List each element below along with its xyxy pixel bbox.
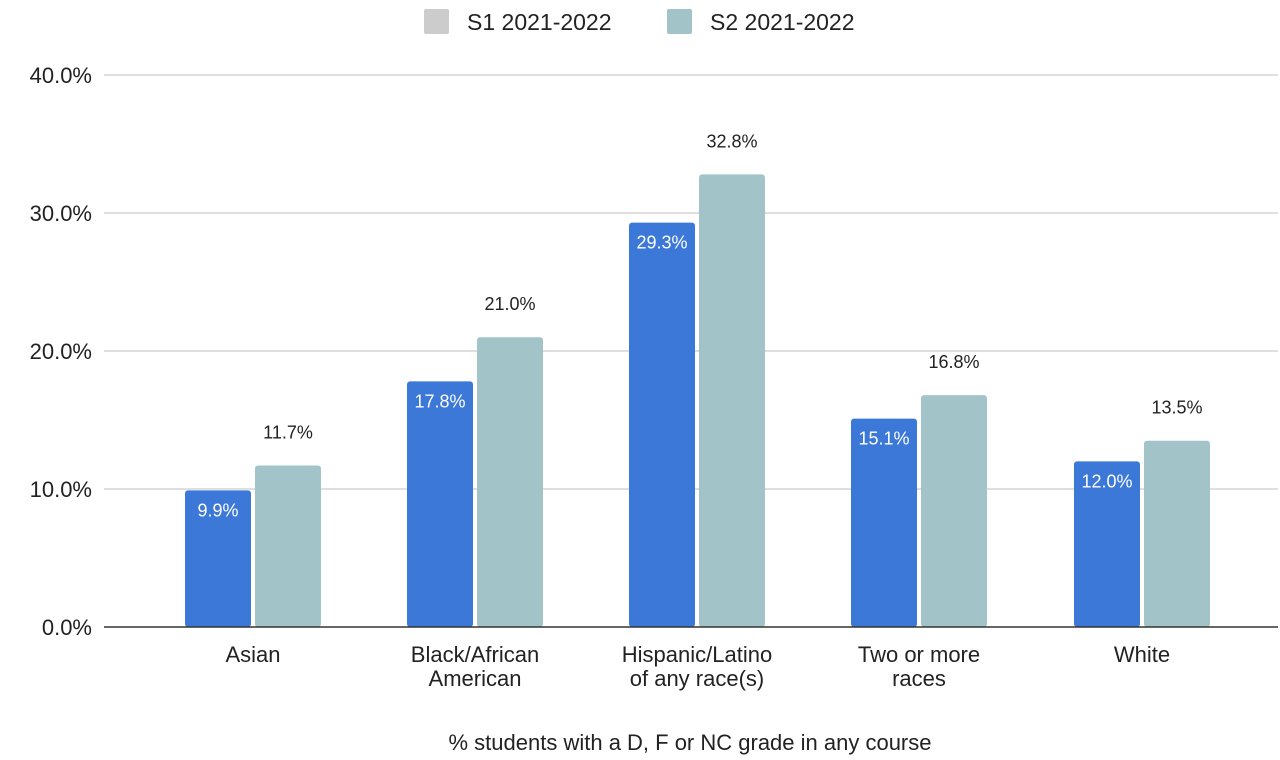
legend-label-s1: S1 2021-2022 <box>467 9 612 35</box>
bar-s1 <box>629 222 695 627</box>
bar-s2 <box>477 337 543 627</box>
bar-s2 <box>255 465 321 627</box>
y-tick-label: 0.0% <box>42 615 92 640</box>
data-label-s1: 15.1% <box>858 429 909 449</box>
legend-swatch-s2 <box>667 9 692 34</box>
data-label-s2: 21.0% <box>484 294 535 314</box>
y-tick-label: 20.0% <box>30 339 92 364</box>
x-category-label: Hispanic/Latino of any race(s) <box>622 642 772 691</box>
bar-s1 <box>185 490 251 627</box>
bar-s1 <box>407 381 473 627</box>
data-label-s2: 13.5% <box>1151 398 1202 418</box>
x-axis-title: % students with a D, F or NC grade in an… <box>449 730 932 755</box>
data-label-s2: 11.7% <box>263 423 313 443</box>
y-axis-ticks: 0.0% 10.0% 20.0% 30.0% 40.0% <box>30 63 92 640</box>
data-labels: 9.9% 11.7% 17.8% 21.0% 29.3% 32.8% 15.1% 16.8% 1… <box>197 131 1202 520</box>
x-category-label: White <box>1114 642 1170 667</box>
x-category-label: Asian <box>225 642 280 667</box>
y-tick-label: 30.0% <box>30 201 92 226</box>
data-label-s1: 29.3% <box>636 233 687 253</box>
x-category-label: Black/African American <box>411 642 539 691</box>
bar-s2 <box>921 395 987 627</box>
legend: S1 2021-2022 S2 2021-2022 <box>424 9 855 35</box>
data-label-s2: 16.8% <box>928 352 979 372</box>
legend-label-s2: S2 2021-2022 <box>710 9 855 35</box>
bar-s1 <box>1074 461 1140 627</box>
data-label-s1: 17.8% <box>414 391 465 411</box>
data-label-s2: 32.8% <box>706 131 757 151</box>
bar-s2 <box>1144 440 1210 627</box>
x-axis-categories: Asian Black/African American Hispanic/Latin… <box>225 642 1170 691</box>
data-label-s1: 12.0% <box>1081 471 1132 491</box>
legend-swatch-s1 <box>424 9 449 34</box>
y-tick-label: 40.0% <box>30 63 92 88</box>
bar-s2 <box>699 174 765 628</box>
bars <box>185 174 1210 628</box>
x-category-label: Two or more races <box>858 642 980 691</box>
y-tick-label: 10.0% <box>30 477 92 502</box>
bar-s1 <box>851 418 917 627</box>
data-label-s1: 9.9% <box>197 500 238 520</box>
